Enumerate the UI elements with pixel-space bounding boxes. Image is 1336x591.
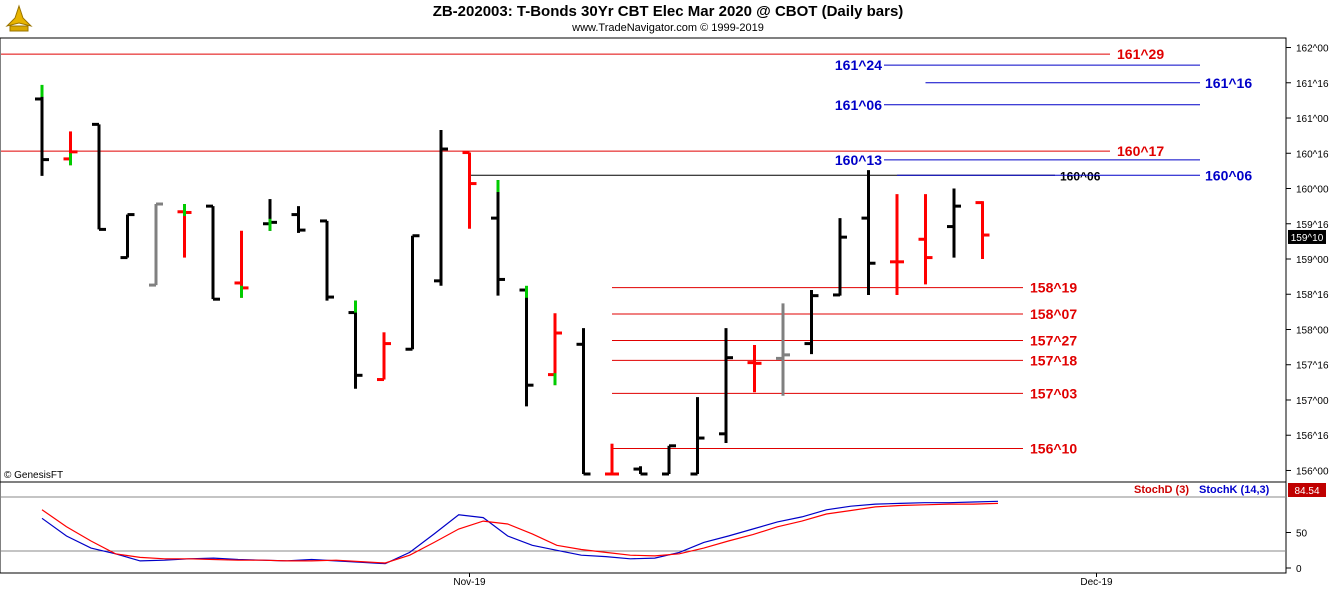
- price-axis-label: 156^16: [1296, 431, 1329, 442]
- price-axis-label: 160^16: [1296, 149, 1329, 160]
- price-level-label: 158^19: [1030, 280, 1077, 296]
- price-level-label: 161^24: [835, 57, 882, 73]
- price-axis-label: 156^00: [1296, 466, 1329, 477]
- price-levels: 161^29 161^24 161^16 161^06 160^17 160^13 160^…: [1, 46, 1252, 456]
- time-axis-label: Dec-19: [1080, 577, 1113, 588]
- price-level-label: 156^10: [1030, 440, 1077, 456]
- price-axis-label: 161^00: [1296, 114, 1329, 125]
- chart-subtitle: www.TradeNavigator.com © 1999-2019: [572, 22, 764, 34]
- price-axis-label: 157^00: [1296, 396, 1329, 407]
- price-level-label: 161^16: [1205, 75, 1252, 91]
- time-axis[interactable]: Nov-19 Dec-19: [453, 573, 1113, 588]
- price-level-label: 160^06: [1060, 169, 1101, 183]
- price-level-label: 157^18: [1030, 352, 1077, 368]
- price-axis-label: 159^00: [1296, 255, 1329, 266]
- price-axis-label: 158^00: [1296, 325, 1329, 336]
- stoch-last-badge: [1288, 483, 1326, 497]
- price-axis-label: 158^16: [1296, 290, 1329, 301]
- stoch-last-label: 84.54: [1294, 486, 1319, 497]
- stoch-legend-k: StochK (14,3): [1199, 484, 1270, 496]
- price-level-label: 157^27: [1030, 332, 1077, 348]
- chart-title: ZB-202003: T-Bonds 30Yr CBT Elec Mar 202…: [432, 3, 904, 20]
- trade-navigator-logo: [5, 4, 33, 32]
- price-level-label: 161^29: [1117, 46, 1164, 62]
- price-axis-label: 159^16: [1296, 220, 1329, 231]
- stochastic-pane: 50 0 StochD (3) StochK (14,3) 84.54: [1, 483, 1326, 575]
- price-level-label: 158^07: [1030, 306, 1077, 322]
- price-axis-label: 157^16: [1296, 361, 1329, 372]
- copyright-label: © GenesisFT: [4, 470, 63, 481]
- time-axis-label: Nov-19: [453, 577, 486, 588]
- chart-header: ZB-202003: T-Bonds 30Yr CBT Elec Mar 202…: [0, 0, 1336, 38]
- stoch-axis-label: 50: [1296, 529, 1308, 540]
- stoch-line: [41, 502, 999, 564]
- price-level-label: 160^13: [835, 152, 882, 168]
- price-axis-label: 162^00: [1296, 44, 1329, 55]
- stoch-pane-frame: [0, 481, 1287, 574]
- price-level-label: 161^06: [835, 97, 882, 113]
- last-price-label: 159^10: [1291, 233, 1324, 244]
- price-axis[interactable]: 162^00 161^16 161^00 160^16 160^00 159^16 159^…: [1286, 44, 1329, 478]
- stoch-legend-d: StochD (3): [1134, 484, 1189, 496]
- last-price-badge: [1288, 229, 1326, 244]
- price-level-label: 157^03: [1030, 385, 1077, 401]
- price-bars: [35, 84, 990, 476]
- price-axis-label: 160^00: [1296, 185, 1329, 196]
- price-level-label: 160^06: [1205, 167, 1252, 183]
- stoch-axis-label: 0: [1296, 564, 1302, 575]
- price-level-label: 160^17: [1117, 143, 1164, 159]
- price-axis-label: 161^16: [1296, 79, 1329, 90]
- stoch-line: [41, 500, 999, 565]
